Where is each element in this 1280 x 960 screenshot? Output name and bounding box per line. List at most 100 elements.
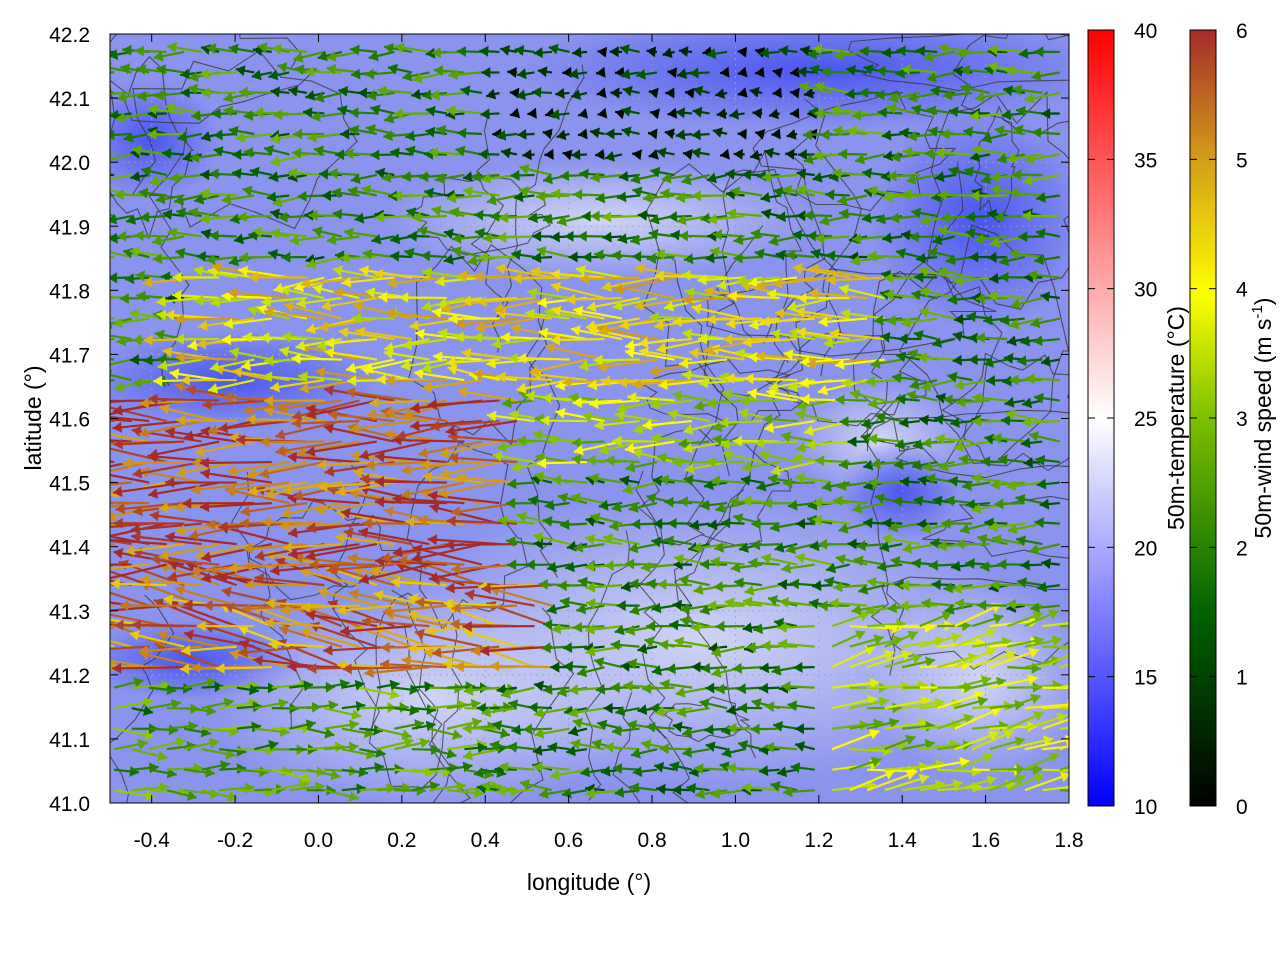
wind-vector — [1059, 706, 1069, 710]
wind-vector-shaft — [477, 296, 535, 304]
wind-vector — [750, 539, 780, 551]
wind-vector — [612, 296, 658, 311]
wind-vector-head — [174, 194, 185, 206]
wind-vector — [1004, 397, 1025, 408]
wind-vector — [305, 610, 378, 628]
wind-vector-shaft — [238, 626, 290, 648]
wind-vector-shaft — [439, 440, 500, 457]
wind-vector-head — [546, 603, 557, 615]
wind-vector-shaft — [278, 626, 343, 648]
wind-vector-shaft — [369, 399, 430, 405]
wind-vector — [113, 738, 148, 751]
wind-vector-shaft — [439, 461, 500, 477]
wind-vector-head — [945, 495, 955, 507]
wind-vector-shaft — [489, 587, 553, 607]
wind-vector-head — [232, 366, 243, 378]
wind-vector-shaft — [397, 559, 465, 566]
wind-vector-shaft — [287, 455, 360, 464]
wind-vector-head — [880, 331, 891, 343]
wind-vector-head — [296, 446, 307, 458]
wind-vector — [884, 272, 920, 284]
wind-vector — [259, 460, 325, 479]
wind-vector-head — [1035, 454, 1046, 466]
wind-vector-shaft — [218, 419, 290, 431]
wind-vector-head — [1022, 416, 1032, 428]
wind-vector-shaft — [495, 266, 553, 279]
wind-vector-head — [481, 583, 491, 594]
wind-vector — [900, 580, 938, 592]
wind-vector-head — [678, 438, 688, 449]
wind-vector — [152, 235, 185, 247]
wind-vector-head — [901, 317, 912, 328]
wind-vector-head — [439, 468, 450, 479]
wind-vector-head — [726, 704, 737, 716]
wind-vector-head — [867, 433, 878, 445]
wind-vector-head — [558, 492, 569, 504]
wind-vector-head — [374, 762, 384, 774]
wind-vector-head — [246, 468, 257, 480]
wind-vector-shaft — [110, 522, 150, 529]
wind-vector — [726, 208, 763, 220]
wind-vector-head — [481, 780, 492, 792]
wind-vector-head — [333, 287, 343, 299]
wind-vector-shaft — [149, 513, 220, 525]
wind-vector-shaft — [600, 378, 658, 383]
wind-vector-head — [711, 646, 722, 658]
wind-vector-head — [323, 423, 334, 434]
wind-vector — [424, 187, 448, 199]
wind-vector-head — [206, 519, 216, 531]
wind-vector-head — [974, 233, 985, 245]
wind-vector — [920, 378, 956, 392]
wind-vector-head — [282, 765, 292, 777]
wind-vector — [691, 303, 745, 320]
wind-vector — [808, 288, 868, 300]
wind-vector-shaft — [200, 471, 272, 484]
wind-vector — [570, 492, 605, 505]
wind-vector-head — [963, 713, 974, 725]
wind-vector-head — [896, 351, 907, 363]
wind-vector-head — [88, 191, 97, 202]
wind-vector-head — [476, 702, 486, 714]
wind-vector-head — [680, 603, 690, 615]
wind-vector — [429, 502, 500, 525]
wind-vector-head — [733, 252, 743, 264]
wind-vector-shaft — [201, 543, 273, 560]
wind-vector-head — [188, 207, 199, 218]
wind-vector-head — [759, 682, 769, 694]
wind-vector-head — [243, 542, 253, 554]
wind-vector-head — [305, 719, 316, 730]
wind-vector-shaft — [110, 358, 132, 366]
wind-vector — [113, 789, 155, 801]
wind-vector-head — [88, 653, 98, 664]
wind-vector — [324, 347, 378, 361]
wind-vector — [495, 263, 553, 279]
wind-vector-head — [762, 413, 773, 425]
wind-vector — [902, 721, 935, 732]
wind-vector — [297, 190, 325, 202]
wind-vector-head — [392, 493, 402, 505]
wind-vector — [619, 317, 675, 331]
wind-vector-head — [296, 297, 306, 309]
wind-vector-head — [547, 561, 557, 573]
wind-vector — [183, 737, 220, 751]
wind-vector-shaft — [1042, 785, 1069, 792]
wind-vector-head — [550, 334, 560, 346]
wind-vector-head — [172, 290, 182, 301]
wind-vector-head — [157, 360, 168, 371]
wind-vector-head — [587, 379, 598, 391]
wind-vector — [1005, 409, 1043, 423]
wind-vector-head — [194, 295, 204, 307]
wind-vector — [985, 375, 1008, 387]
wind-vector-head — [288, 548, 298, 560]
wind-vector-head — [911, 207, 922, 219]
wind-vector — [744, 373, 798, 385]
wind-vector-head — [338, 327, 349, 338]
wind-vector — [785, 249, 815, 261]
wind-vector-head — [705, 252, 715, 264]
wind-vector-head — [289, 234, 300, 246]
wind-vector-shaft — [427, 493, 500, 505]
wind-vector — [624, 440, 675, 454]
wind-vector-head — [1017, 577, 1027, 588]
wind-vector-shaft — [309, 623, 378, 648]
wind-vector-head — [917, 518, 927, 530]
